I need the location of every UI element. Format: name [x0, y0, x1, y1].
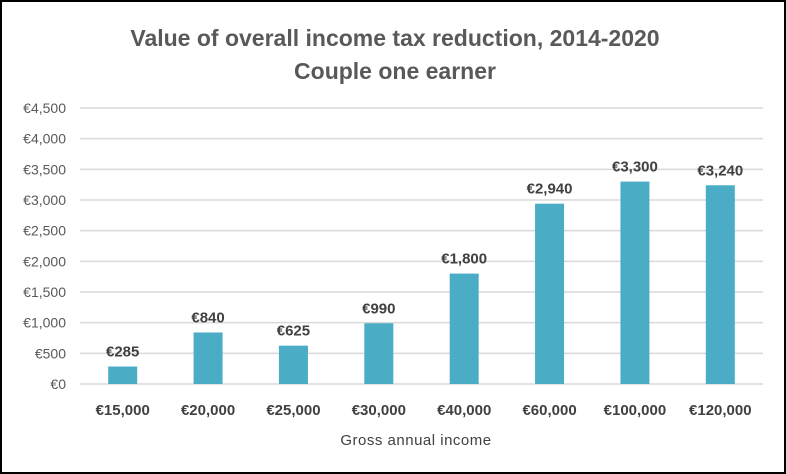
- bar: [278, 345, 308, 384]
- y-tick-label: €1,000: [23, 315, 66, 331]
- x-tick-label: €25,000: [266, 402, 320, 419]
- data-label: €840: [191, 309, 224, 326]
- data-label: €285: [106, 344, 139, 361]
- data-label: €3,300: [612, 159, 658, 176]
- y-tick-label: €500: [35, 345, 66, 361]
- x-tick-label: €100,000: [604, 402, 667, 419]
- y-tick-label: €0: [50, 376, 66, 392]
- data-label: €2,940: [527, 181, 573, 198]
- bar: [620, 181, 650, 384]
- bar: [193, 332, 223, 384]
- data-label: €3,240: [697, 162, 743, 179]
- data-label: €990: [362, 300, 395, 317]
- y-tick-label: €4,500: [23, 100, 66, 116]
- chart-subtitle: Couple one earner: [294, 58, 496, 84]
- y-tick-label: €1,500: [23, 284, 66, 300]
- bar: [705, 185, 735, 384]
- data-label: €625: [277, 323, 310, 340]
- x-tick-label: €120,000: [689, 402, 752, 419]
- data-label: €1,800: [441, 251, 487, 268]
- y-tick-label: €2,000: [23, 253, 66, 269]
- bar: [364, 323, 394, 384]
- y-tick-label: €4,000: [23, 131, 66, 147]
- y-tick-label: €3,500: [23, 161, 66, 177]
- x-tick-label: €40,000: [437, 402, 491, 419]
- x-axis-label: Gross annual income: [340, 432, 491, 449]
- bar: [449, 273, 479, 384]
- chart-title: Value of overall income tax reduction, 2…: [130, 25, 659, 51]
- x-tick-label: €60,000: [522, 402, 576, 419]
- y-tick-label: €2,500: [23, 223, 66, 239]
- bar: [535, 203, 565, 384]
- x-tick-label: €30,000: [352, 402, 406, 419]
- bar: [108, 366, 138, 384]
- x-tick-label: €15,000: [96, 402, 150, 419]
- y-tick-label: €3,000: [23, 192, 66, 208]
- x-tick-label: €20,000: [181, 402, 235, 419]
